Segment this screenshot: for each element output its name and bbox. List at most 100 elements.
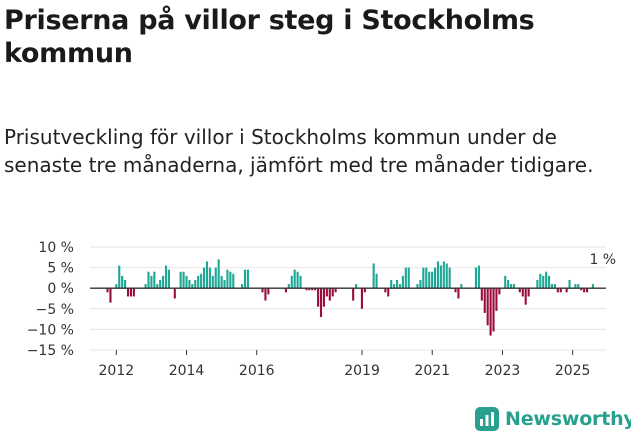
bar — [583, 288, 586, 293]
bar — [504, 275, 507, 289]
bar — [305, 288, 308, 291]
bar — [124, 279, 127, 289]
bar — [229, 271, 232, 289]
bar — [208, 267, 211, 289]
bar — [159, 279, 162, 289]
bar — [267, 288, 270, 295]
bar — [167, 269, 171, 289]
bar — [512, 284, 516, 289]
bar — [445, 263, 448, 289]
bar — [188, 279, 191, 289]
bar — [442, 261, 445, 289]
bar — [419, 279, 422, 289]
chart-x-axis: 2012 2014 2016 2019 2021 2023 2025 — [99, 350, 590, 379]
bar — [489, 288, 492, 336]
x-tick-label: 2021 — [414, 363, 450, 379]
bar — [205, 261, 209, 289]
x-tick-label: 2019 — [344, 363, 380, 379]
bar — [574, 284, 577, 289]
bar — [486, 288, 489, 326]
bar — [355, 284, 358, 289]
bar — [331, 288, 334, 297]
x-tick-label: 2014 — [169, 363, 205, 379]
bar — [284, 288, 287, 293]
bar — [395, 279, 399, 289]
bar — [536, 279, 539, 289]
bar — [287, 284, 290, 289]
bar — [527, 288, 530, 297]
bar — [474, 267, 478, 289]
bar — [144, 284, 147, 289]
bar — [299, 275, 302, 289]
bar — [372, 263, 375, 289]
x-tick-label: 2012 — [99, 363, 135, 379]
bar — [363, 288, 366, 293]
bar — [553, 284, 556, 289]
bar — [407, 267, 410, 289]
bar — [568, 279, 571, 289]
bar — [431, 271, 434, 289]
bar — [428, 271, 431, 289]
bar — [226, 269, 229, 289]
bar — [390, 279, 393, 289]
chart-y-axis: −15 % −10 % −5 % 0 % 5 % 10 % — [27, 240, 74, 359]
bar — [106, 288, 109, 293]
bar — [126, 288, 130, 297]
bar — [545, 271, 548, 289]
bar — [173, 288, 176, 299]
chart-gridlines — [90, 246, 606, 351]
bar — [121, 275, 124, 289]
bar — [510, 284, 513, 289]
chart-annotation: 1 % — [589, 252, 616, 268]
annotation-label: 1 % — [589, 252, 616, 268]
bar — [319, 288, 323, 318]
bar — [317, 288, 320, 307]
bar — [217, 259, 220, 289]
bar — [334, 288, 337, 293]
bar — [577, 284, 580, 289]
bar — [129, 288, 132, 297]
bar — [246, 269, 249, 289]
y-tick-label: −10 % — [27, 322, 74, 338]
bar — [328, 288, 331, 301]
bar — [433, 267, 437, 289]
chart-bars — [106, 259, 594, 336]
bar — [194, 279, 197, 289]
bar — [457, 288, 460, 299]
bar — [223, 279, 226, 289]
y-tick-label: −15 % — [27, 343, 74, 359]
bar — [352, 288, 355, 301]
bar — [132, 288, 135, 297]
bar — [518, 288, 521, 293]
bar — [197, 275, 200, 289]
bar — [495, 288, 498, 311]
bar — [322, 288, 325, 307]
bar — [150, 275, 153, 289]
bar — [580, 288, 583, 291]
bar — [483, 288, 486, 313]
bar — [477, 265, 480, 289]
bar — [425, 267, 428, 289]
bar — [360, 288, 363, 309]
bar — [290, 275, 293, 289]
bar — [480, 288, 483, 301]
bar — [296, 271, 299, 289]
bar — [162, 275, 165, 289]
bar — [439, 265, 442, 289]
bar — [147, 271, 150, 289]
bar — [311, 288, 314, 291]
bar — [393, 284, 396, 289]
brand-logo[interactable]: Newsworthy — [475, 407, 631, 431]
bar — [556, 288, 559, 293]
bar — [416, 284, 419, 289]
bar — [384, 288, 387, 293]
bar — [182, 271, 185, 289]
bar — [387, 288, 390, 297]
bar — [460, 284, 463, 289]
bar — [448, 267, 451, 289]
bar — [498, 288, 501, 295]
brand-name: Newsworthy — [505, 408, 631, 430]
y-tick-label: 5 % — [47, 261, 74, 277]
bar — [507, 279, 510, 289]
bar — [539, 273, 542, 289]
